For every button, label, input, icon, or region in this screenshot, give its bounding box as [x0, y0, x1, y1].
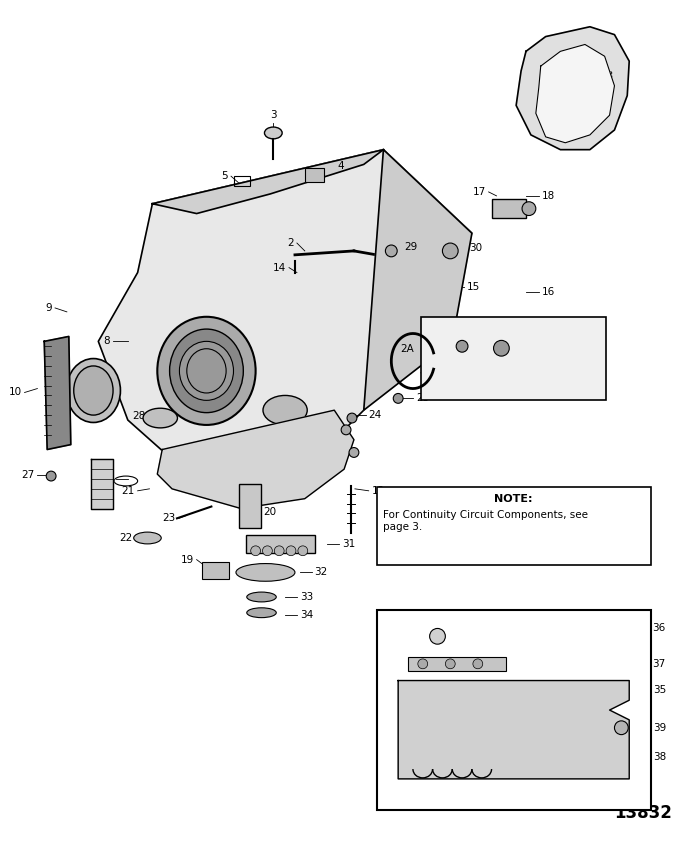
Bar: [234, 176, 250, 186]
Text: NOTE:: NOTE:: [494, 493, 533, 504]
Text: 10: 10: [8, 387, 22, 397]
Text: 34: 34: [300, 610, 313, 620]
FancyBboxPatch shape: [421, 317, 606, 400]
Bar: [246, 535, 315, 552]
Text: 22: 22: [120, 533, 133, 543]
Polygon shape: [536, 45, 615, 143]
Text: 23: 23: [163, 514, 176, 524]
Circle shape: [456, 340, 468, 352]
Polygon shape: [44, 337, 71, 450]
Ellipse shape: [236, 563, 295, 581]
Bar: [239, 484, 260, 528]
Circle shape: [46, 472, 56, 481]
Text: 16: 16: [542, 287, 555, 297]
Ellipse shape: [247, 592, 276, 602]
Circle shape: [341, 425, 351, 434]
Ellipse shape: [247, 608, 276, 618]
Text: 24: 24: [369, 410, 382, 420]
Circle shape: [418, 659, 428, 669]
Ellipse shape: [134, 532, 161, 544]
Text: 4: 4: [337, 162, 344, 172]
Ellipse shape: [157, 317, 255, 425]
Text: 13832: 13832: [615, 804, 672, 823]
Circle shape: [298, 546, 308, 556]
Circle shape: [385, 245, 398, 257]
Text: 3: 3: [270, 110, 277, 120]
Bar: [492, 199, 526, 218]
Polygon shape: [92, 460, 113, 509]
Text: 38: 38: [653, 752, 666, 762]
Text: 28: 28: [133, 411, 145, 421]
Text: 19: 19: [180, 555, 194, 565]
Polygon shape: [516, 27, 629, 150]
Circle shape: [473, 659, 483, 669]
Circle shape: [430, 628, 445, 644]
Circle shape: [251, 546, 260, 556]
Circle shape: [393, 393, 403, 403]
Text: 13: 13: [601, 71, 614, 81]
Text: 9: 9: [46, 303, 52, 313]
Ellipse shape: [263, 396, 307, 425]
Text: 36: 36: [652, 623, 665, 633]
Circle shape: [522, 202, 536, 216]
Text: 30: 30: [469, 243, 482, 253]
Circle shape: [286, 546, 296, 556]
Text: 27: 27: [21, 470, 34, 480]
Text: 8: 8: [104, 336, 110, 346]
Text: 17: 17: [473, 187, 486, 197]
Text: 29: 29: [404, 242, 417, 252]
Text: 31: 31: [342, 539, 355, 549]
Ellipse shape: [143, 408, 178, 428]
FancyBboxPatch shape: [376, 610, 651, 810]
Ellipse shape: [74, 366, 113, 415]
Ellipse shape: [169, 329, 243, 413]
Polygon shape: [157, 410, 354, 509]
Ellipse shape: [66, 359, 120, 423]
Circle shape: [349, 448, 359, 457]
Polygon shape: [152, 150, 383, 214]
Text: 39: 39: [653, 722, 666, 733]
Text: 7: 7: [339, 450, 345, 461]
Text: 26: 26: [100, 474, 113, 484]
Circle shape: [445, 659, 455, 669]
Ellipse shape: [264, 127, 282, 139]
Text: 32: 32: [315, 568, 328, 578]
Circle shape: [615, 721, 628, 734]
Text: 11: 11: [434, 370, 447, 381]
Text: 12: 12: [372, 486, 385, 496]
Ellipse shape: [180, 341, 234, 400]
Text: 5: 5: [221, 171, 228, 181]
Text: 2: 2: [288, 238, 294, 248]
Text: 18: 18: [542, 191, 555, 201]
Circle shape: [262, 546, 273, 556]
Polygon shape: [98, 150, 472, 479]
Text: 6: 6: [326, 419, 333, 429]
Bar: [408, 657, 506, 671]
Text: 35: 35: [653, 685, 666, 695]
Text: 20: 20: [264, 508, 277, 518]
Polygon shape: [364, 150, 472, 410]
Text: 2A: 2A: [400, 344, 414, 354]
Text: 15: 15: [467, 282, 480, 292]
Text: 14: 14: [273, 263, 286, 273]
Text: 33: 33: [300, 592, 313, 602]
Circle shape: [494, 340, 510, 356]
Text: 25: 25: [416, 393, 429, 403]
FancyBboxPatch shape: [376, 487, 651, 564]
Bar: [201, 562, 229, 579]
Text: 37: 37: [652, 658, 665, 669]
Circle shape: [347, 413, 357, 423]
Polygon shape: [398, 680, 629, 779]
Bar: [305, 168, 324, 182]
Text: 21: 21: [122, 486, 135, 496]
Circle shape: [275, 546, 284, 556]
Text: For Continuity Circuit Components, see
page 3.: For Continuity Circuit Components, see p…: [383, 510, 589, 532]
Circle shape: [443, 243, 458, 258]
